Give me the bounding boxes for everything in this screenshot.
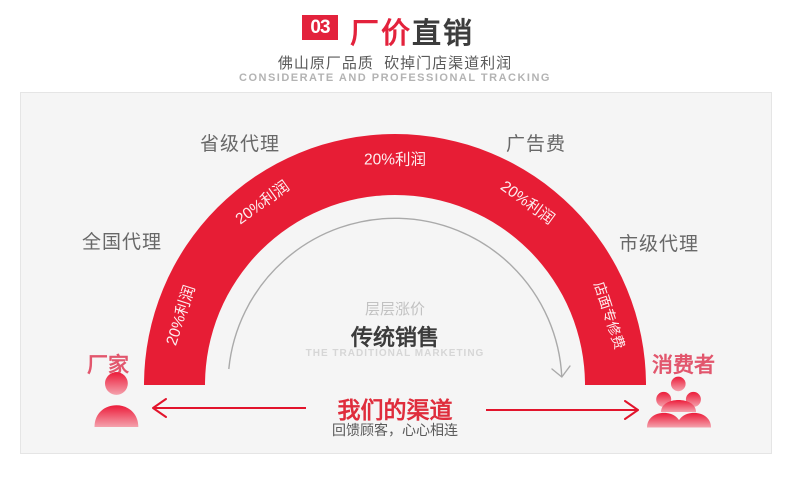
- svg-text:20%利润: 20%利润: [364, 151, 426, 169]
